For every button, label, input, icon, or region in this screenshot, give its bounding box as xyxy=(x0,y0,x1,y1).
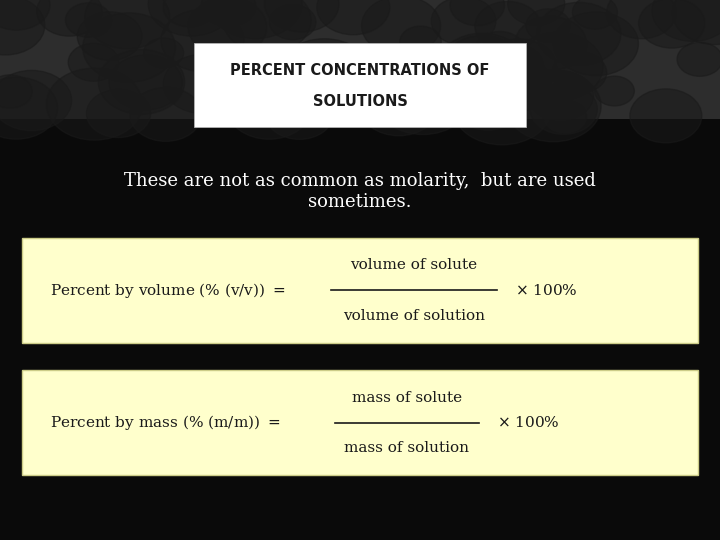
FancyBboxPatch shape xyxy=(22,370,698,475)
Circle shape xyxy=(109,55,182,110)
Circle shape xyxy=(83,13,176,82)
Circle shape xyxy=(375,63,471,134)
Circle shape xyxy=(188,0,267,57)
Circle shape xyxy=(490,45,543,85)
Circle shape xyxy=(475,2,541,51)
Circle shape xyxy=(0,75,32,108)
Circle shape xyxy=(276,39,372,111)
Circle shape xyxy=(431,0,496,45)
FancyBboxPatch shape xyxy=(194,43,526,127)
Circle shape xyxy=(450,0,505,26)
Circle shape xyxy=(452,70,552,145)
FancyBboxPatch shape xyxy=(0,0,720,119)
Circle shape xyxy=(639,0,705,48)
Circle shape xyxy=(283,70,346,117)
Circle shape xyxy=(554,12,639,76)
Circle shape xyxy=(672,0,720,45)
Circle shape xyxy=(98,50,184,114)
Circle shape xyxy=(467,84,516,120)
Circle shape xyxy=(527,71,593,120)
Circle shape xyxy=(143,38,184,68)
Circle shape xyxy=(161,9,244,72)
Circle shape xyxy=(445,36,518,90)
Text: PERCENT CONCENTRATIONS OF: PERCENT CONCENTRATIONS OF xyxy=(230,63,490,78)
Circle shape xyxy=(323,52,419,125)
Circle shape xyxy=(630,89,702,143)
Circle shape xyxy=(243,45,291,81)
Circle shape xyxy=(384,69,422,97)
Text: These are not as common as molarity,  but are used
sometimes.: These are not as common as molarity, but… xyxy=(124,172,596,211)
Circle shape xyxy=(511,32,603,101)
Circle shape xyxy=(37,0,102,36)
Circle shape xyxy=(298,74,366,125)
Circle shape xyxy=(85,0,170,49)
Circle shape xyxy=(208,0,302,39)
Circle shape xyxy=(508,0,564,25)
Circle shape xyxy=(652,0,720,42)
Text: $\times$ 100%: $\times$ 100% xyxy=(497,415,559,430)
Circle shape xyxy=(239,92,282,125)
Circle shape xyxy=(437,33,527,100)
Circle shape xyxy=(572,0,618,29)
Circle shape xyxy=(264,0,339,32)
Circle shape xyxy=(253,58,320,109)
Circle shape xyxy=(163,0,215,27)
Circle shape xyxy=(388,86,431,118)
Circle shape xyxy=(381,50,456,105)
Text: Percent by mass (% (m/m)) $=$: Percent by mass (% (m/m)) $=$ xyxy=(50,413,281,432)
Circle shape xyxy=(148,0,235,36)
Circle shape xyxy=(356,52,394,80)
Circle shape xyxy=(505,70,601,142)
Text: $\times$ 100%: $\times$ 100% xyxy=(515,283,577,298)
Circle shape xyxy=(46,68,143,140)
Text: mass of solution: mass of solution xyxy=(344,442,469,455)
Circle shape xyxy=(130,87,202,141)
Circle shape xyxy=(0,0,50,30)
Text: mass of solute: mass of solute xyxy=(352,391,462,405)
Circle shape xyxy=(595,76,634,106)
Text: volume of solute: volume of solute xyxy=(351,259,477,272)
Circle shape xyxy=(454,78,522,130)
Circle shape xyxy=(312,65,369,109)
Circle shape xyxy=(68,43,119,82)
Text: Percent by volume (% (v/v)) $=$: Percent by volume (% (v/v)) $=$ xyxy=(50,281,286,300)
Circle shape xyxy=(163,55,242,113)
Circle shape xyxy=(544,100,587,133)
Circle shape xyxy=(480,39,557,96)
Text: volume of solution: volume of solution xyxy=(343,309,485,323)
Circle shape xyxy=(0,0,45,55)
Circle shape xyxy=(66,3,112,37)
Circle shape xyxy=(552,52,607,93)
Text: SOLUTIONS: SOLUTIONS xyxy=(312,93,408,109)
Circle shape xyxy=(269,4,316,39)
Circle shape xyxy=(77,12,142,60)
Circle shape xyxy=(530,84,598,134)
Circle shape xyxy=(515,16,587,70)
Circle shape xyxy=(0,77,58,139)
Circle shape xyxy=(227,76,311,139)
Circle shape xyxy=(537,2,621,65)
Circle shape xyxy=(216,86,259,118)
Circle shape xyxy=(526,9,570,42)
Circle shape xyxy=(266,89,333,139)
Circle shape xyxy=(201,0,256,26)
Circle shape xyxy=(0,70,72,131)
Circle shape xyxy=(359,76,438,136)
Circle shape xyxy=(317,0,390,35)
Circle shape xyxy=(475,31,524,68)
Circle shape xyxy=(400,26,441,57)
Circle shape xyxy=(434,89,479,123)
Circle shape xyxy=(459,48,549,116)
FancyBboxPatch shape xyxy=(22,238,698,343)
Circle shape xyxy=(606,0,676,39)
Circle shape xyxy=(86,90,150,138)
Circle shape xyxy=(361,0,441,55)
Circle shape xyxy=(236,54,312,112)
Circle shape xyxy=(677,42,720,76)
Circle shape xyxy=(223,0,311,53)
